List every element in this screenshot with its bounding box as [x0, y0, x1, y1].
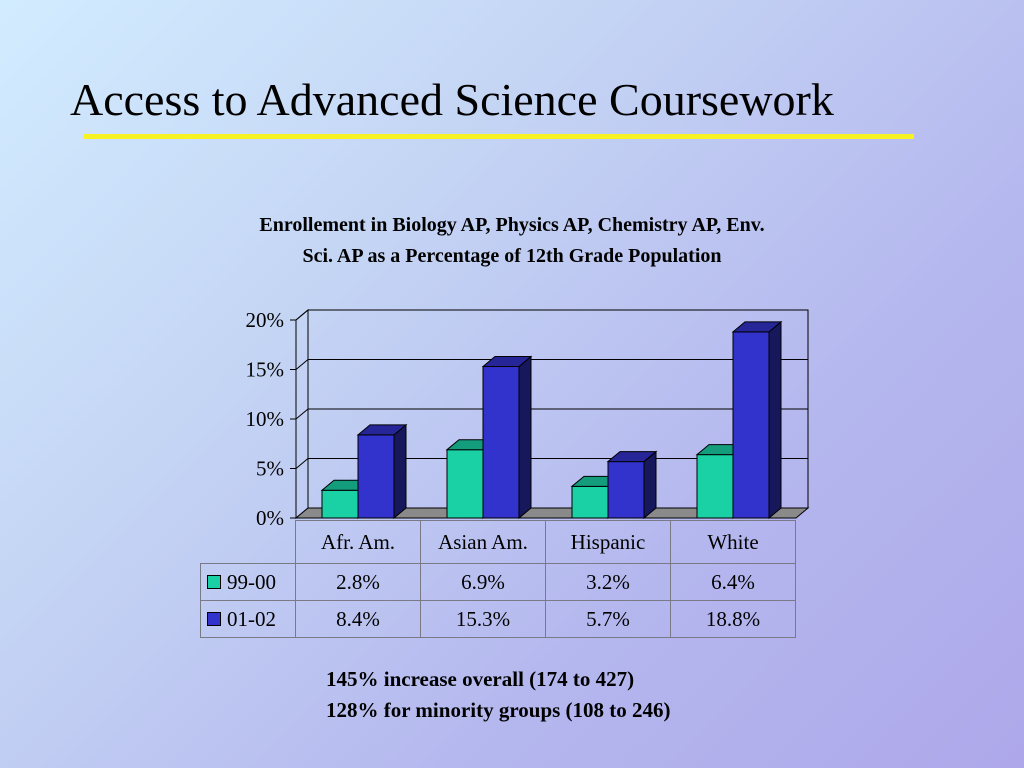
- value-01-02-hispanic: 5.7%: [545, 600, 671, 638]
- bar-side-01-02-white: [768, 320, 782, 520]
- gridline: [295, 309, 808, 321]
- category-afr-am: Afr. Am.: [295, 520, 421, 564]
- bar-01-02-asian-am: [482, 366, 520, 519]
- chart-data-table: Afr. Am. Asian Am. Hispanic White 99-00 …: [200, 520, 796, 638]
- table-corner: [201, 521, 296, 564]
- value-01-02-afr-am: 8.4%: [295, 600, 421, 638]
- bar-99-00-hispanic: [571, 485, 609, 519]
- table-header-row: Afr. Am. Asian Am. Hispanic White: [201, 520, 796, 564]
- bar-99-00-white: [696, 454, 734, 519]
- bar-side-01-02-hispanic: [643, 450, 657, 520]
- y-tick-label: 20%: [246, 308, 285, 332]
- title-underline: [84, 134, 914, 139]
- gridline: [295, 359, 808, 370]
- bar-01-02-white: [732, 331, 770, 519]
- bar-top-01-02-hispanic: [606, 451, 658, 463]
- slide-title: Access to Advanced Science Coursework: [70, 74, 834, 125]
- note-minority-increase: 128% for minority groups (108 to 246): [326, 698, 671, 722]
- chart-title-line-2: Sci. AP as a Percentage of 12th Grade Po…: [302, 245, 722, 267]
- category-white: White: [670, 520, 796, 564]
- value-99-00-asian-am: 6.9%: [420, 563, 546, 601]
- value-99-00-hispanic: 3.2%: [545, 563, 671, 601]
- bar-side-01-02-asian-am: [518, 355, 532, 520]
- bar-99-00-afr-am: [321, 489, 359, 519]
- y-tick-label: 5%: [256, 457, 284, 481]
- bar-99-00-asian-am: [446, 449, 484, 519]
- value-99-00-white: 6.4%: [670, 563, 796, 601]
- category-hispanic: Hispanic: [545, 520, 671, 564]
- y-tick-label: 15%: [246, 358, 285, 382]
- bar-side-01-02-afr-am: [393, 423, 407, 520]
- bar-01-02-hispanic: [607, 461, 645, 519]
- legend-swatch-99-00: [207, 574, 221, 589]
- gridline: [295, 408, 808, 420]
- value-01-02-asian-am: 15.3%: [420, 600, 546, 638]
- chart-title-line-1: Enrollement in Biology AP, Physics AP, C…: [259, 214, 765, 236]
- legend-label-99-00: 99-00: [227, 569, 276, 594]
- table-row-01-02: 01-02 8.4% 15.3% 5.7% 18.8%: [200, 600, 796, 638]
- note-overall-increase: 145% increase overall (174 to 427): [326, 667, 635, 691]
- y-tick-label: 10%: [246, 407, 285, 431]
- legend-entry-01-02: 01-02: [200, 600, 296, 638]
- legend-entry-99-00: 99-00: [200, 563, 296, 601]
- value-01-02-white: 18.8%: [670, 600, 796, 638]
- category-asian-am: Asian Am.: [420, 520, 546, 564]
- bar-top-01-02-asian-am: [481, 356, 533, 368]
- bar-01-02-afr-am: [357, 434, 395, 519]
- legend-label-01-02: 01-02: [227, 606, 276, 631]
- value-99-00-afr-am: 2.8%: [295, 563, 421, 601]
- table-row-99-00: 99-00 2.8% 6.9% 3.2% 6.4%: [200, 563, 796, 601]
- y-tick-label: 0%: [256, 506, 284, 530]
- bar-top-01-02-afr-am: [356, 424, 408, 436]
- bar-top-01-02-white: [731, 321, 783, 333]
- legend-swatch-01-02: [207, 611, 221, 626]
